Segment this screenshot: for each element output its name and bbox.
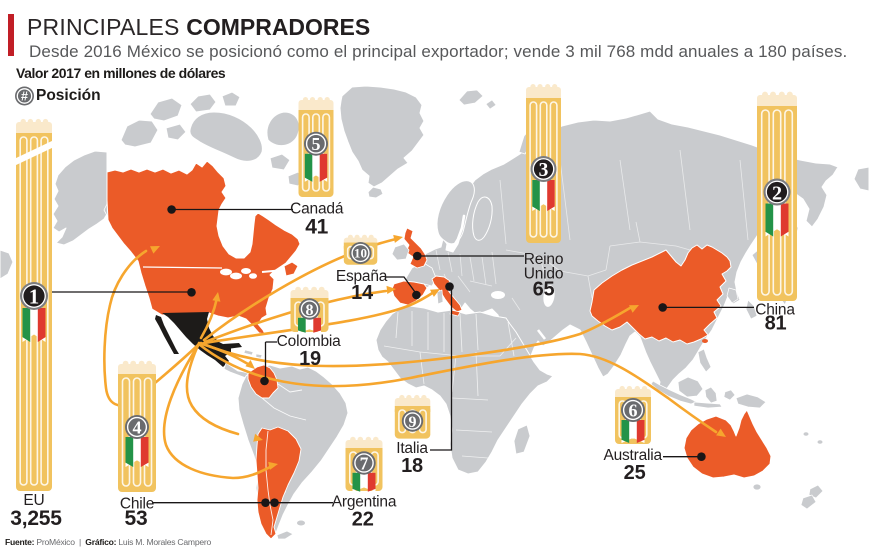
svg-text:65: 65 [533,279,555,301]
svg-text:1: 1 [29,285,40,309]
svg-text:Argentina: Argentina [332,494,397,511]
svg-text:Canadá: Canadá [290,201,344,218]
svg-text:China: China [755,302,795,319]
svg-text:8: 8 [306,302,314,319]
svg-text:Chile: Chile [120,496,154,513]
svg-text:3: 3 [539,160,549,181]
svg-text:19: 19 [299,348,321,370]
svg-text:41: 41 [305,216,328,239]
svg-text:Reino: Reino [524,251,564,268]
svg-text:2: 2 [772,182,782,204]
svg-text:Australia: Australia [603,447,662,464]
svg-text:5: 5 [312,134,321,154]
svg-text:EU: EU [23,492,44,509]
svg-text:Unido: Unido [524,266,564,283]
svg-text:14: 14 [351,282,374,304]
svg-text:3,255: 3,255 [10,507,62,530]
svg-text:81: 81 [765,313,787,335]
svg-text:18: 18 [401,455,423,477]
svg-text:4: 4 [133,418,142,438]
svg-text:#: # [21,90,28,104]
svg-text:7: 7 [360,453,369,473]
svg-text:9: 9 [409,414,417,431]
svg-text:10: 10 [354,246,367,261]
svg-text:Colombia: Colombia [277,333,341,350]
svg-text:22: 22 [352,509,374,531]
svg-text:Italia: Italia [396,440,428,457]
svg-text:53: 53 [125,507,148,530]
svg-text:25: 25 [624,462,646,484]
svg-text:España: España [336,268,388,285]
svg-text:6: 6 [629,401,638,421]
